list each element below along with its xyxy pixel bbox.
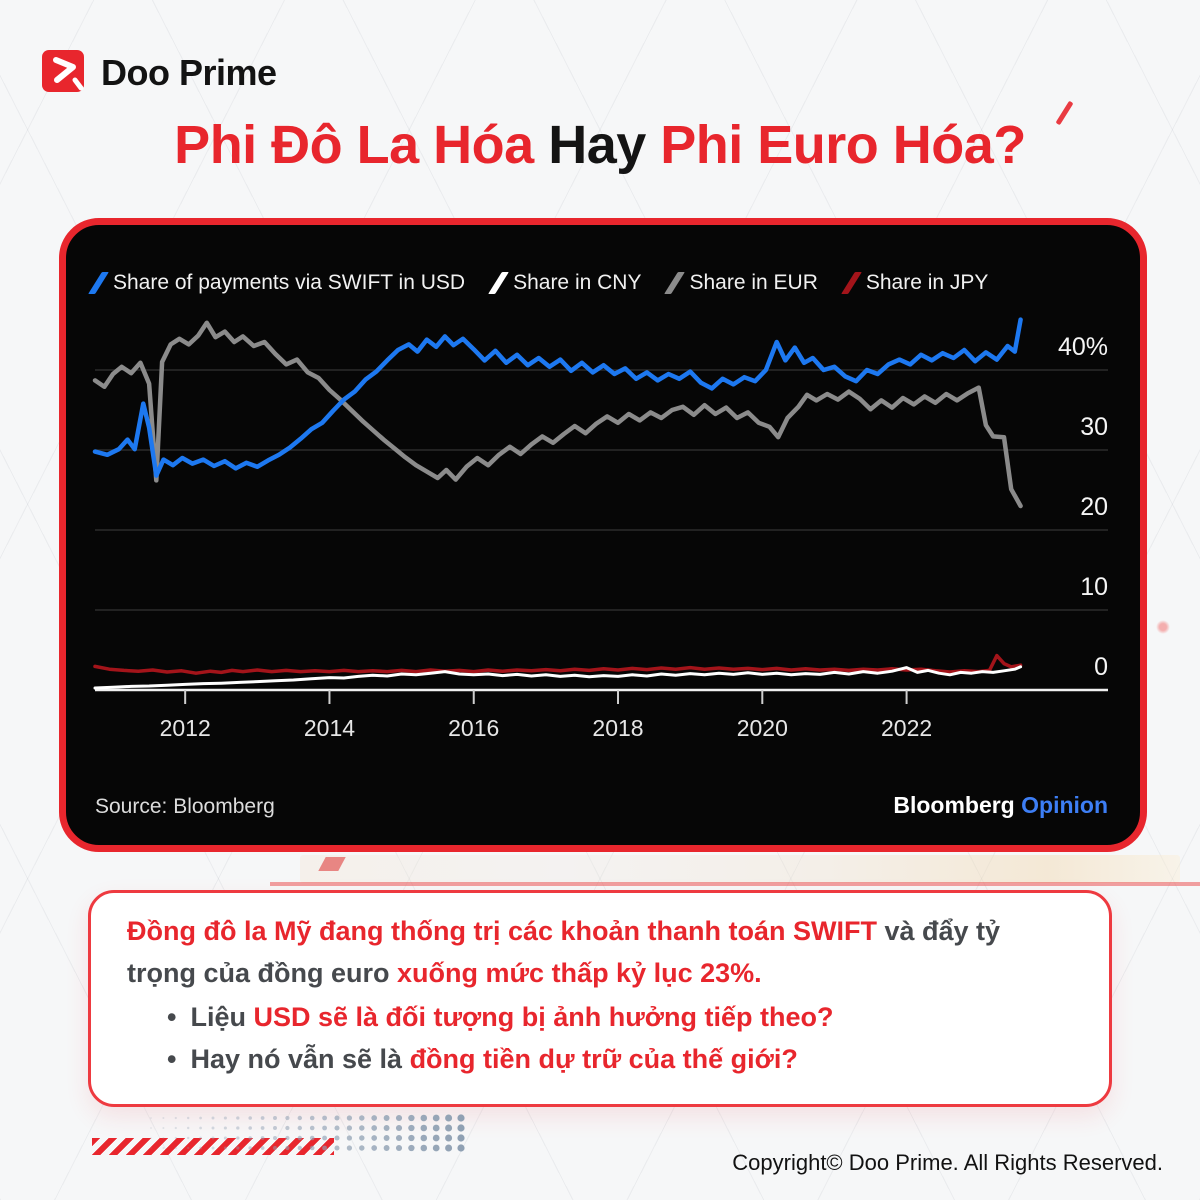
faded-banknote-strip [300, 855, 1180, 883]
y-tick-label-30: 30 [1080, 413, 1108, 441]
legend-item-jpy: Share in JPY [840, 271, 989, 295]
background-dot-decoration [1156, 620, 1170, 634]
y-tick-label-0: 0 [1094, 653, 1108, 681]
callout-bullets: Liệu USD sẽ là đối tượng bị ảnh hưởng ti… [127, 997, 1075, 1081]
y-tick-label-10: 10 [1080, 573, 1108, 601]
legend-slash-icon-cny [488, 272, 509, 294]
usd-line [92, 317, 1023, 478]
x-tick-label-2022: 2022 [881, 715, 932, 741]
chart-panel: 40% 30 20 10 0 2012 2014 2016 2018 2020 2022 Share… [59, 218, 1147, 852]
chart-source: Source: Bloomberg [95, 795, 275, 818]
bloomberg-opinion-logo: Bloomberg Opinion [893, 792, 1108, 819]
x-tick-label-2012: 2012 [160, 715, 211, 741]
title-dark: Hay [548, 115, 646, 175]
x-tick-label-2014: 2014 [304, 715, 355, 741]
y-tick-label-40: 40% [1058, 333, 1108, 361]
callout-bullet: Hay nó vẫn sẽ là đồng tiền dự trữ của th… [167, 1039, 1075, 1081]
legend-label-usd: Share of payments via SWIFT in USD [113, 271, 466, 294]
doo-prime-logo-icon [42, 50, 84, 92]
hatched-bar-decoration [92, 1138, 334, 1155]
opinion-wordmark: Opinion [1021, 792, 1108, 818]
page-title: Phi Đô La Hóa Hay Phi Euro Hóa? [0, 114, 1200, 176]
callout-line: Đồng đô la Mỹ đang thống trị các khoản t… [127, 916, 1001, 946]
chart-legend: Share of payments via SWIFT in USD Share … [88, 271, 989, 295]
legend-item-eur: Share in EUR [664, 271, 818, 295]
x-tick-label-2020: 2020 [737, 715, 788, 741]
y-tick-label-20: 20 [1080, 493, 1108, 521]
legend-label-cny: Share in CNY [513, 271, 642, 294]
callout-bullet: Liệu USD sẽ là đối tượng bị ảnh hưởng ti… [167, 997, 1075, 1039]
legend-slash-icon-eur [664, 272, 686, 294]
cny-line [93, 665, 1023, 690]
jpy-line [93, 653, 1023, 675]
title-red-2: Phi Euro Hóa? [645, 115, 1026, 175]
chart-footer: Source: Bloomberg Bloomberg Opinion [95, 792, 1108, 819]
callout-line: trọng của đồng euro xuống mức thấp kỷ lụ… [127, 957, 762, 988]
copyright-text: Copyright© Doo Prime. All Rights Reserve… [732, 1150, 1163, 1175]
bloomberg-wordmark: Bloomberg [893, 792, 1015, 818]
faded-red-line [270, 882, 1200, 886]
legend-label-jpy: Share in JPY [865, 271, 989, 294]
doo-prime-brand: Doo Prime [42, 50, 277, 96]
legend-item-usd: Share of payments via SWIFT in USD [88, 271, 466, 295]
legend-item-cny: Share in CNY [488, 271, 642, 295]
x-tick-label-2018: 2018 [592, 715, 643, 741]
x-tick-label-2016: 2016 [448, 715, 499, 741]
dots-decoration [150, 1114, 465, 1152]
doo-prime-logo-text: Doo Prime [101, 52, 277, 93]
callout-box: Đồng đô la Mỹ đang thống trị các khoản t… [88, 890, 1112, 1108]
legend-slash-icon-jpy [840, 272, 862, 294]
swift-currency-share-line-chart: 40% 30 20 10 0 2012 2014 2016 2018 2020 2022 [92, 317, 1108, 741]
callout-lead: Đồng đô la Mỹ đang thống trị các khoản t… [127, 911, 1075, 995]
legend-label-eur: Share in EUR [689, 271, 818, 294]
eur-line [92, 320, 1023, 509]
title-red-1: Phi Đô La Hóa [174, 115, 549, 175]
